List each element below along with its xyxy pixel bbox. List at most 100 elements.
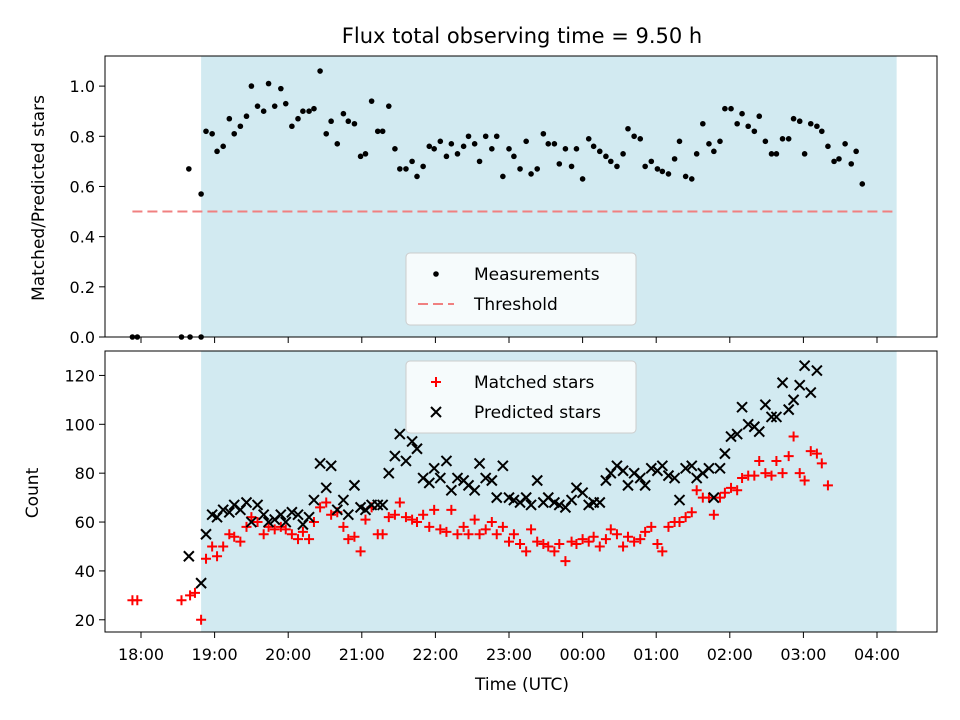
predicted-stars-point	[325, 460, 337, 472]
measurement-point	[625, 125, 631, 132]
measurement-point	[323, 130, 330, 137]
chart-title: Flux total observing time = 9.50 h	[342, 24, 702, 48]
measurement-point	[306, 108, 312, 114]
legend-label: Matched stars	[474, 373, 594, 393]
predicted-stars-point	[440, 455, 453, 467]
ratio-panel: 0.0 0.2 0.4 0.6 0.8 1.0 Measurements Threshold	[70, 55, 938, 347]
matched-stars-point	[611, 529, 622, 540]
matched-stars-point	[515, 539, 526, 550]
measurement-point	[790, 115, 797, 122]
measurement-point	[620, 151, 626, 157]
measurement-point	[579, 176, 586, 182]
matched-stars-point	[600, 534, 611, 545]
predicted-stars-point	[251, 499, 264, 511]
matched-stars-point	[521, 546, 532, 557]
measurement-point	[728, 105, 734, 112]
matched-stars-point	[435, 524, 446, 535]
predicted-stars-point	[553, 499, 566, 511]
matched-stars-point	[441, 526, 452, 537]
top-y-tick-label: 0.8	[70, 127, 95, 146]
measurement-point	[334, 141, 341, 147]
matched-stars-point	[783, 451, 794, 462]
measurement-point	[671, 156, 678, 162]
legend-label: Predicted stars	[474, 403, 601, 423]
measurement-point	[706, 141, 712, 147]
predicted-stars-point	[331, 504, 343, 516]
predicted-stars-point	[525, 499, 537, 511]
x-tick-label: 20:00	[265, 645, 311, 664]
measurement-point	[506, 146, 512, 152]
predicted-stars-point	[468, 484, 481, 496]
matched-stars-point	[504, 536, 514, 547]
measurement-point	[836, 156, 842, 162]
measurement-point	[260, 108, 267, 114]
measurement-point	[585, 135, 592, 142]
matched-stars-point	[508, 529, 519, 540]
top-legend: Measurements Threshold	[405, 252, 637, 326]
bottom-y-tick-label: 20	[75, 611, 95, 630]
measurement-point	[700, 120, 706, 127]
matched-stars-point	[594, 541, 605, 552]
measurement-point	[528, 171, 534, 177]
matched-stars-point	[196, 614, 207, 625]
measurement-point	[289, 123, 295, 130]
predicted-stars-point	[622, 479, 634, 492]
measurement-point	[556, 161, 563, 167]
measurement-point	[265, 80, 272, 87]
measurement-point	[243, 113, 250, 120]
matched-stars-point	[286, 529, 297, 540]
matched-stars-point	[794, 468, 805, 479]
matched-stars-point	[686, 507, 697, 518]
measurement-point	[368, 98, 375, 104]
legend-label: Measurements	[474, 265, 600, 285]
measurement-point	[248, 83, 255, 89]
x-axis-label: Time (UTC)	[474, 675, 569, 695]
bottom-y-tick-label: 100	[64, 415, 95, 434]
measurement-point	[282, 100, 289, 107]
matched-stars-point	[719, 487, 730, 498]
measurement-point	[779, 135, 786, 142]
matched-stars-point	[452, 529, 463, 540]
measurement-point	[659, 168, 666, 175]
predicted-stars-point	[200, 528, 212, 540]
predicted-stars-point	[811, 364, 823, 377]
matched-stars-point	[326, 509, 337, 520]
matched-stars-point	[474, 529, 485, 540]
matched-stars-point	[389, 509, 400, 520]
matched-stars-point	[691, 485, 702, 496]
measurement-point	[443, 153, 450, 160]
matched-stars-point	[293, 534, 304, 545]
matched-stars-point	[263, 521, 274, 532]
matched-stars-point	[377, 529, 388, 540]
matched-stars-point	[680, 512, 691, 523]
legend-predicted-marker	[430, 406, 442, 418]
matched-stars-point	[777, 468, 788, 479]
matched-stars-point	[583, 536, 594, 547]
predicted-stars-point	[423, 477, 435, 489]
measurement-point	[226, 115, 233, 122]
matched-stars-point	[760, 468, 771, 479]
matched-stars-point	[212, 551, 223, 562]
measurement-point	[420, 163, 426, 170]
predicted-stars-point	[668, 472, 681, 484]
predicted-stars-point	[736, 401, 748, 413]
predicted-stars-point	[731, 428, 743, 440]
legend-measurements-marker	[433, 271, 439, 277]
measurement-point	[448, 141, 455, 147]
predicted-stars-point	[759, 399, 772, 411]
bottom-series-predicted-stars	[183, 359, 823, 589]
measurement-point	[631, 133, 637, 140]
predicted-stars-point	[428, 462, 440, 474]
matched-stars-point	[218, 541, 229, 552]
measurement-point	[328, 118, 334, 125]
matched-stars-point	[549, 546, 560, 557]
measurement-point	[734, 120, 740, 127]
top-axes-frame	[104, 55, 938, 338]
measurement-point	[300, 108, 306, 114]
matched-stars-point	[703, 492, 714, 503]
predicted-stars-point	[303, 511, 315, 523]
matched-stars-point	[304, 534, 315, 545]
matched-stars-point	[652, 539, 663, 550]
predicted-stars-point	[434, 472, 447, 484]
x-tick-label: 00:00	[560, 645, 606, 664]
